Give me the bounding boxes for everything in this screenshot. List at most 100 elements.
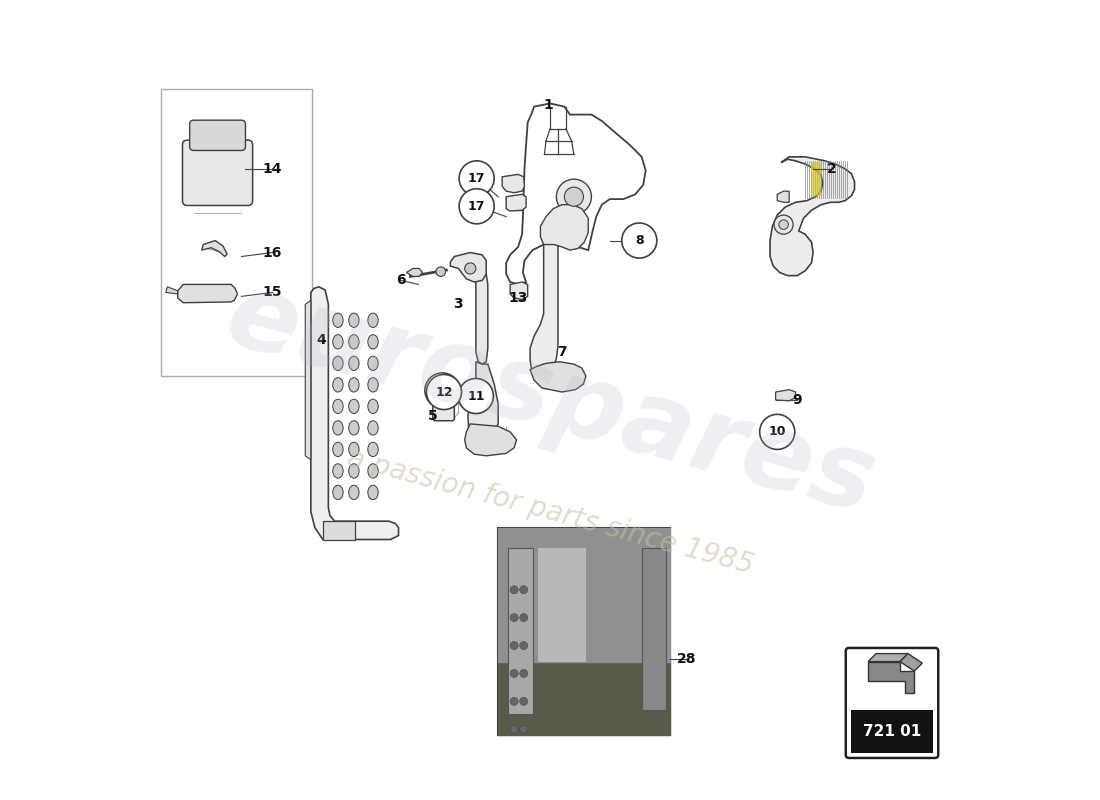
Text: 12: 12	[433, 384, 451, 397]
FancyBboxPatch shape	[183, 140, 253, 206]
FancyBboxPatch shape	[850, 710, 934, 753]
Polygon shape	[868, 662, 914, 694]
Polygon shape	[178, 285, 238, 302]
Ellipse shape	[333, 378, 343, 392]
Polygon shape	[778, 191, 789, 202]
Circle shape	[510, 586, 518, 594]
FancyBboxPatch shape	[538, 548, 586, 662]
Polygon shape	[506, 194, 526, 211]
Ellipse shape	[367, 421, 378, 435]
Ellipse shape	[333, 313, 343, 327]
Polygon shape	[476, 274, 487, 364]
Polygon shape	[468, 362, 498, 438]
Polygon shape	[900, 654, 922, 671]
Text: 17: 17	[468, 172, 485, 185]
Ellipse shape	[333, 356, 343, 370]
Circle shape	[519, 642, 528, 650]
Ellipse shape	[367, 486, 378, 500]
Circle shape	[464, 263, 476, 274]
Circle shape	[462, 381, 491, 410]
FancyBboxPatch shape	[189, 120, 245, 150]
Polygon shape	[450, 253, 486, 282]
Polygon shape	[530, 242, 558, 378]
Text: 3: 3	[453, 298, 463, 311]
Ellipse shape	[349, 399, 359, 414]
Circle shape	[510, 642, 518, 650]
Text: 2: 2	[826, 162, 836, 176]
Circle shape	[510, 670, 518, 678]
Polygon shape	[868, 654, 908, 662]
Polygon shape	[776, 390, 795, 401]
Polygon shape	[166, 286, 178, 294]
Text: 11: 11	[468, 390, 485, 402]
Text: 1: 1	[543, 98, 553, 112]
Ellipse shape	[333, 442, 343, 457]
Polygon shape	[306, 300, 311, 460]
Text: 12: 12	[436, 386, 453, 398]
Text: 17: 17	[468, 200, 485, 213]
Ellipse shape	[349, 421, 359, 435]
Circle shape	[760, 414, 794, 450]
Circle shape	[510, 614, 518, 622]
Ellipse shape	[367, 378, 378, 392]
Text: 14: 14	[263, 162, 283, 176]
Circle shape	[519, 614, 528, 622]
Ellipse shape	[349, 486, 359, 500]
Circle shape	[519, 586, 528, 594]
Text: 15: 15	[263, 286, 283, 299]
Ellipse shape	[349, 464, 359, 478]
Circle shape	[427, 374, 462, 410]
Ellipse shape	[333, 464, 343, 478]
Ellipse shape	[367, 356, 378, 370]
Circle shape	[779, 220, 789, 230]
Circle shape	[425, 373, 460, 408]
FancyBboxPatch shape	[508, 548, 534, 714]
Circle shape	[519, 698, 528, 706]
Ellipse shape	[367, 464, 378, 478]
Polygon shape	[770, 157, 855, 276]
Ellipse shape	[367, 442, 378, 457]
Circle shape	[459, 161, 494, 196]
Text: 8: 8	[635, 234, 643, 247]
FancyBboxPatch shape	[812, 162, 821, 196]
Text: 28: 28	[678, 652, 697, 666]
Text: 7: 7	[557, 345, 566, 359]
Polygon shape	[464, 424, 517, 456]
Text: 16: 16	[263, 246, 283, 259]
FancyBboxPatch shape	[498, 527, 670, 735]
Text: 9: 9	[792, 393, 802, 407]
Ellipse shape	[367, 399, 378, 414]
Polygon shape	[201, 241, 227, 257]
Circle shape	[557, 179, 592, 214]
Ellipse shape	[349, 313, 359, 327]
Ellipse shape	[349, 442, 359, 457]
Text: 721 01: 721 01	[862, 725, 921, 739]
Circle shape	[621, 223, 657, 258]
Text: 4: 4	[317, 334, 326, 347]
Circle shape	[519, 726, 528, 734]
Polygon shape	[503, 174, 525, 193]
Ellipse shape	[367, 313, 378, 327]
Ellipse shape	[349, 334, 359, 349]
Circle shape	[510, 698, 518, 706]
Polygon shape	[510, 282, 528, 299]
Polygon shape	[407, 269, 422, 277]
Text: a passion for parts since 1985: a passion for parts since 1985	[343, 444, 757, 579]
Text: eurospares: eurospares	[214, 265, 886, 535]
FancyBboxPatch shape	[846, 648, 938, 758]
Ellipse shape	[333, 421, 343, 435]
Polygon shape	[322, 521, 354, 539]
Ellipse shape	[349, 356, 359, 370]
Polygon shape	[530, 362, 586, 392]
Ellipse shape	[367, 334, 378, 349]
Text: 11: 11	[468, 389, 485, 402]
Ellipse shape	[333, 334, 343, 349]
Ellipse shape	[333, 399, 343, 414]
Circle shape	[519, 670, 528, 678]
Circle shape	[459, 189, 494, 224]
FancyBboxPatch shape	[641, 548, 666, 710]
Ellipse shape	[349, 378, 359, 392]
Polygon shape	[540, 205, 589, 250]
Circle shape	[459, 378, 494, 414]
Text: 10: 10	[769, 426, 786, 438]
